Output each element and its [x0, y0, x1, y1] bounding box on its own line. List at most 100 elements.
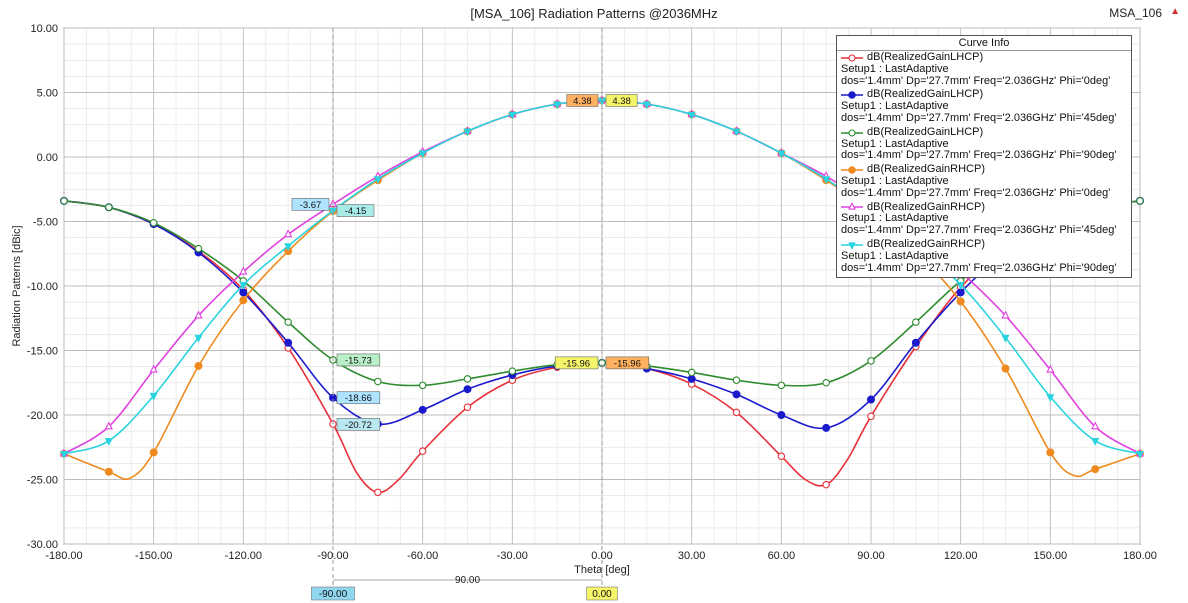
warning-triangle-icon[interactable]: ▲ — [1170, 6, 1180, 17]
curve-info-legend[interactable]: Curve Info dB(RealizedGainLHCP) Setup1 : … — [836, 35, 1132, 278]
annotation-label-7: -15.96 — [563, 358, 590, 369]
data-point-s1-17 — [822, 423, 831, 432]
legend-swatch-icon — [841, 90, 863, 100]
data-point-s2-1 — [105, 203, 113, 212]
legend-series-name: dB(RealizedGainLHCP) — [867, 88, 984, 101]
annotation-7[interactable]: -15.96 — [554, 356, 599, 370]
data-point-s2-18 — [867, 357, 875, 365]
data-point-s3-5 — [239, 296, 248, 305]
data-point-s1-15 — [732, 390, 741, 399]
x-tick-label: -120.00 — [225, 550, 262, 562]
data-point-s2-10 — [508, 367, 517, 375]
x-tick-label: -30.00 — [497, 550, 528, 562]
legend-series-params: dos='1.4mm' Dp='27.7mm' Freq='2.036GHz' … — [841, 149, 1117, 162]
legend-series-setup: Setup1 : LastAdaptive — [841, 137, 949, 150]
legend-item-4[interactable]: dB(RealizedGainRHCP) Setup1 : LastAdaptiv… — [837, 201, 1131, 238]
data-point-s1-5 — [284, 338, 293, 347]
legend-title: Curve Info — [837, 36, 1131, 51]
data-point-s5-9 — [463, 128, 472, 137]
data-point-s1-20 — [956, 288, 965, 297]
data-point-s5-10 — [508, 111, 517, 120]
data-point-s3-22 — [1001, 364, 1010, 373]
data-point-s0-8 — [374, 488, 382, 497]
legend-series-params: dos='1.4mm' Dp='27.7mm' Freq='2.036GHz' … — [841, 111, 1117, 124]
data-point-s5-15 — [732, 128, 741, 137]
legend-item-1[interactable]: dB(RealizedGainLHCP) Setup1 : LastAdaptiv… — [837, 88, 1131, 125]
annotation-6[interactable]: 4.38 — [605, 94, 638, 107]
data-point-s3-3 — [149, 448, 158, 457]
legend-series-name: dB(RealizedGainLHCP) — [867, 125, 984, 138]
data-point-s5-16 — [777, 150, 786, 159]
legend-series-params: dos='1.4mm' Dp='27.7mm' Freq='2.036GHz' … — [841, 74, 1111, 87]
data-point-s5-8 — [418, 150, 427, 159]
data-point-s4-3 — [194, 310, 203, 319]
y-tick-label: -30.00 — [27, 539, 58, 551]
legend-series-name: dB(RealizedGainLHCP) — [867, 51, 984, 63]
legend-item-3[interactable]: dB(RealizedGainRHCP) Setup1 : LastAdaptiv… — [837, 163, 1131, 200]
y-tick-label: 10.00 — [30, 23, 58, 35]
project-label: MSA_106 — [1109, 6, 1162, 20]
annotation-label-5: 4.38 — [573, 96, 592, 107]
data-point-s0-17 — [732, 408, 741, 417]
legend-item-5[interactable]: dB(RealizedGainRHCP) Setup1 : LastAdaptiv… — [837, 238, 1131, 275]
data-point-s5-5 — [284, 243, 293, 252]
data-point-s3-25 — [1091, 465, 1100, 474]
annotations-group: -3.67 -4.15 -15.73 -18.66 -20.72 4.38 4.38 -15.… — [291, 94, 650, 431]
data-point-s5-21 — [1001, 334, 1010, 343]
data-point-s2-8 — [418, 381, 427, 390]
data-point-s2-16 — [777, 381, 786, 390]
legend-item-2[interactable]: dB(RealizedGainLHCP) Setup1 : LastAdaptiv… — [837, 126, 1131, 163]
data-point-s2-5 — [284, 318, 292, 326]
legend-series-setup: Setup1 : LastAdaptive — [841, 174, 949, 187]
data-point-s1-19 — [911, 338, 920, 347]
legend-series-params: dos='1.4mm' Dp='27.7mm' Freq='2.036GHz' … — [841, 186, 1111, 199]
annotation-3[interactable]: -18.66 — [336, 391, 381, 405]
data-point-s5-0 — [59, 450, 69, 459]
theta-marker-box-1[interactable] — [586, 586, 618, 601]
y-tick-label: 5.00 — [37, 88, 58, 100]
data-point-s0-10 — [418, 447, 427, 455]
data-point-s5-4 — [239, 281, 248, 290]
legend-series-setup: Setup1 : LastAdaptive — [841, 212, 949, 225]
annotation-0[interactable]: -3.67 — [291, 198, 330, 211]
annotation-5[interactable]: 4.38 — [566, 94, 599, 107]
legend-series-name: dB(RealizedGainRHCP) — [867, 237, 985, 250]
legend-series-name: dB(RealizedGainRHCP) — [867, 200, 985, 213]
data-point-s1-8 — [418, 405, 427, 414]
theta-markers[interactable]: -90.00 0.00 90.00 — [311, 28, 618, 601]
theta-marker-label-1: 0.00 — [592, 589, 612, 600]
x-tick-label: 30.00 — [678, 550, 706, 562]
data-point-s5-11 — [553, 101, 562, 110]
data-point-s2-24 — [1136, 197, 1144, 205]
annotation-label-3: -18.66 — [345, 393, 372, 404]
data-point-s2-15 — [732, 376, 741, 384]
data-point-s0-11 — [463, 403, 472, 412]
legend-series-setup: Setup1 : LastAdaptive — [841, 62, 949, 75]
data-point-s2-17 — [822, 378, 830, 387]
x-tick-label: -60.00 — [407, 550, 438, 562]
data-point-s5-14 — [687, 111, 696, 120]
annotation-label-0: -3.67 — [300, 200, 322, 211]
annotation-8[interactable]: -15.96 — [605, 356, 650, 370]
data-point-s3-21 — [956, 297, 965, 306]
annotation-label-8: -15.96 — [614, 358, 641, 369]
legend-item-0[interactable]: dB(RealizedGainLHCP) Setup1 : LastAdaptiv… — [837, 51, 1131, 88]
annotation-label-4: -20.72 — [345, 420, 372, 431]
data-point-s4-2 — [149, 364, 158, 373]
data-point-s5-1 — [104, 438, 113, 446]
data-point-s3-4 — [194, 361, 203, 370]
data-point-s5-24 — [1135, 450, 1145, 459]
y-tick-label: -10.00 — [27, 281, 58, 293]
theta-marker-box-0[interactable] — [311, 586, 355, 601]
annotation-1[interactable]: -4.15 — [336, 204, 375, 218]
series-2[interactable] — [60, 197, 1144, 390]
annotation-4[interactable]: -20.72 — [336, 417, 381, 431]
data-point-s2-2 — [149, 219, 158, 227]
y-tick-label: -15.00 — [27, 346, 58, 358]
legend-swatch-icon — [841, 165, 863, 175]
annotation-label-1: -4.15 — [345, 206, 367, 217]
annotation-label-2: -15.73 — [345, 355, 372, 366]
data-point-s1-4 — [239, 288, 248, 297]
annotation-2[interactable]: -15.73 — [336, 353, 381, 367]
data-point-s2-3 — [194, 244, 203, 253]
